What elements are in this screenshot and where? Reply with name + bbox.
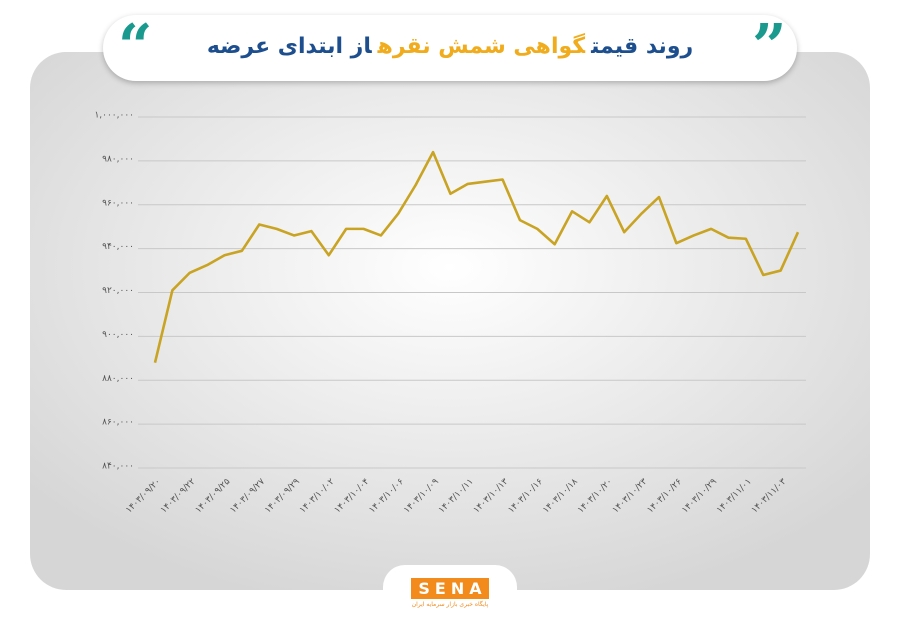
y-tick-label: ۹۸۰,۰۰۰ xyxy=(102,154,134,164)
y-tick-label: ۹۴۰,۰۰۰ xyxy=(102,242,134,252)
data-line xyxy=(153,150,800,364)
y-tick-label: ۹۰۰,۰۰۰ xyxy=(102,330,134,340)
chart-title: روند قیمتگواهی شمش نقرهاز ابتدای عرضه xyxy=(103,15,797,81)
y-tick-label: ۱,۰۰۰,۰۰۰ xyxy=(94,111,134,121)
title-part: از ابتدای عرضه xyxy=(206,34,372,59)
chart-panel xyxy=(30,52,870,590)
y-tick-label: ۸۶۰,۰۰۰ xyxy=(102,418,134,428)
logo-tagline: پایگاه خبری بازار سرمایه ایران xyxy=(411,601,489,608)
logo: SENA پایگاه خبری بازار سرمایه ایران xyxy=(383,565,517,635)
logo-name: SENA xyxy=(411,578,489,599)
y-tick-label: ۸۸۰,۰۰۰ xyxy=(102,374,134,384)
quote-mark: “ xyxy=(118,12,153,82)
y-tick-label: ۹۶۰,۰۰۰ xyxy=(102,198,134,208)
title-part: گواهی شمش نقره xyxy=(377,34,586,59)
quote-mark: ” xyxy=(752,12,787,82)
title-part: روند قیمت xyxy=(591,34,694,59)
y-tick-label: ۸۴۰,۰۰۰ xyxy=(102,462,134,472)
y-tick-label: ۹۲۰,۰۰۰ xyxy=(102,286,134,296)
